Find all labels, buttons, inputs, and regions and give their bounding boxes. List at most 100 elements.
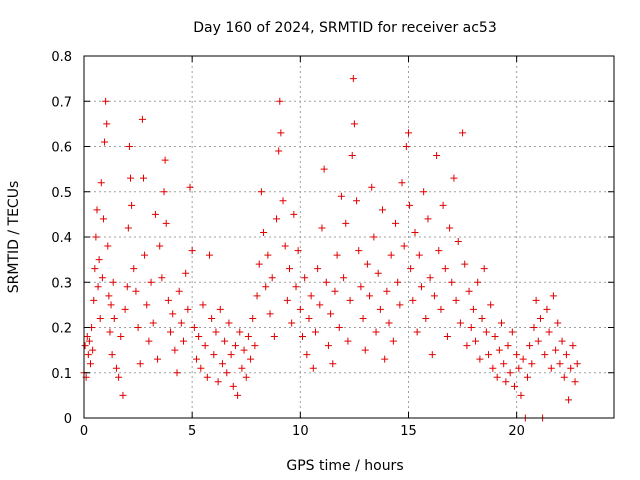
data-point	[205, 251, 213, 259]
x-tick-label: 10	[292, 424, 309, 439]
data-point	[500, 360, 508, 368]
data-point	[128, 201, 136, 209]
data-point	[415, 251, 423, 259]
data-point	[85, 337, 93, 345]
data-point	[125, 143, 133, 150]
data-point	[452, 296, 460, 304]
x-tick-label: 0	[80, 424, 88, 439]
data-point	[450, 174, 458, 182]
data-point	[225, 319, 233, 327]
data-point	[99, 215, 107, 223]
data-point	[281, 242, 289, 250]
data-point	[270, 333, 278, 341]
data-point	[519, 355, 527, 363]
data-point	[558, 337, 566, 345]
x-tick-labels: 0 5 10 15 20	[80, 424, 525, 439]
data-point	[180, 337, 188, 345]
data-point	[107, 301, 115, 309]
data-point	[530, 324, 538, 331]
data-point	[266, 310, 274, 318]
data-point	[109, 278, 117, 286]
data-point	[562, 351, 570, 359]
data-point	[154, 355, 162, 363]
data-point	[201, 342, 209, 350]
data-point	[543, 305, 551, 313]
data-point	[552, 346, 560, 354]
data-point	[89, 346, 97, 354]
data-point	[115, 373, 123, 381]
data-point	[523, 373, 531, 381]
data-point	[489, 364, 497, 372]
data-point	[197, 364, 205, 372]
data-point	[104, 242, 112, 250]
data-point	[236, 328, 244, 336]
data-point	[149, 319, 157, 327]
data-point	[262, 283, 270, 291]
data-point	[430, 292, 438, 300]
data-point	[541, 351, 549, 359]
y-tick-label: 0.6	[51, 141, 72, 156]
data-point	[366, 292, 374, 300]
data-point	[283, 296, 291, 304]
data-point	[167, 328, 175, 336]
data-point	[526, 342, 534, 350]
data-point	[108, 351, 116, 359]
data-point	[448, 278, 456, 286]
data-point	[257, 188, 265, 196]
data-point	[316, 301, 324, 309]
data-point	[94, 283, 102, 291]
data-point	[83, 333, 91, 341]
data-point	[359, 314, 367, 322]
data-point	[417, 283, 425, 291]
data-point	[227, 351, 235, 359]
data-point	[441, 265, 449, 273]
data-point	[147, 278, 155, 286]
chart-title: Day 160 of 2024, SRMTID for receiver ac5…	[193, 20, 497, 36]
data-point	[549, 292, 557, 300]
data-point	[342, 219, 350, 227]
data-point	[508, 328, 516, 336]
data-point	[463, 342, 471, 350]
data-point	[437, 305, 445, 313]
data-point	[439, 201, 447, 209]
data-point	[333, 251, 341, 259]
data-point	[528, 360, 536, 368]
data-point	[349, 75, 357, 83]
data-point	[301, 274, 309, 282]
data-point	[199, 301, 207, 309]
data-point	[102, 97, 110, 105]
data-point	[119, 391, 127, 399]
data-point	[560, 373, 568, 381]
data-point	[156, 242, 164, 250]
data-point	[105, 292, 113, 300]
data-point	[357, 283, 365, 291]
data-point	[381, 355, 389, 363]
data-point	[433, 152, 441, 160]
data-point	[275, 147, 283, 155]
data-point	[504, 342, 512, 350]
data-point	[567, 364, 575, 372]
data-point	[510, 382, 518, 390]
data-point	[158, 274, 166, 282]
y-tick-label: 0	[64, 412, 72, 427]
data-point	[91, 265, 99, 273]
data-point	[465, 287, 473, 295]
data-point	[495, 346, 503, 354]
data-point	[459, 129, 467, 137]
data-point	[110, 314, 118, 322]
data-point	[322, 278, 330, 286]
data-point	[138, 115, 146, 123]
data-point	[402, 143, 410, 150]
data-point	[480, 265, 488, 273]
data-point	[218, 360, 226, 368]
data-point	[175, 287, 183, 295]
data-point	[545, 328, 553, 336]
data-point	[350, 120, 358, 128]
data-point	[160, 188, 168, 196]
data-point	[249, 314, 257, 322]
data-point	[273, 215, 281, 223]
data-point	[454, 238, 462, 246]
data-point	[260, 228, 268, 236]
data-point	[532, 296, 540, 304]
data-point	[195, 333, 203, 341]
